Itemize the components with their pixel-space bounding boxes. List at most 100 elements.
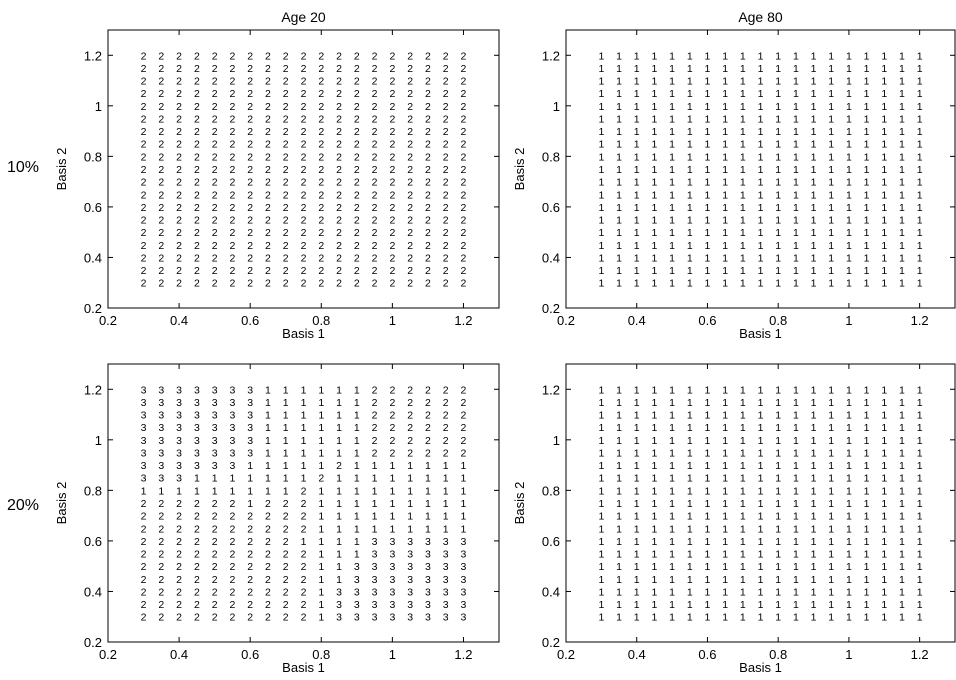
cluster-label: 2 bbox=[194, 50, 200, 62]
cluster-label: 2 bbox=[336, 265, 342, 277]
cluster-label: 1 bbox=[283, 473, 289, 485]
cluster-label: 1 bbox=[407, 523, 413, 535]
x-axis-label: Basis 1 bbox=[282, 660, 325, 675]
y-tick-label: 0.8 bbox=[84, 149, 102, 164]
y-tick-label: 1.2 bbox=[84, 48, 102, 63]
cluster-label: 1 bbox=[651, 422, 657, 434]
cluster-label: 1 bbox=[793, 265, 799, 277]
cluster-label: 1 bbox=[846, 215, 852, 227]
cluster-label: 1 bbox=[687, 265, 693, 277]
cluster-label: 1 bbox=[669, 164, 675, 176]
cluster-label: 1 bbox=[899, 177, 905, 189]
cluster-label: 2 bbox=[265, 549, 271, 561]
cluster-label: 1 bbox=[705, 240, 711, 252]
cluster-label: 1 bbox=[722, 113, 728, 125]
cluster-label: 1 bbox=[758, 50, 764, 62]
cluster-label: 1 bbox=[775, 126, 781, 138]
cluster-label: 2 bbox=[354, 227, 360, 239]
cluster-label: 1 bbox=[669, 202, 675, 214]
cluster-label: 2 bbox=[194, 177, 200, 189]
cluster-label: 1 bbox=[775, 599, 781, 611]
x-axis-label: Basis 1 bbox=[739, 326, 782, 341]
cluster-label: 1 bbox=[793, 126, 799, 138]
cluster-label: 1 bbox=[899, 561, 905, 573]
cluster-label: 1 bbox=[917, 523, 923, 535]
cluster-label: 2 bbox=[212, 227, 218, 239]
cluster-label: 1 bbox=[917, 265, 923, 277]
cluster-label: 1 bbox=[634, 523, 640, 535]
cluster-label: 3 bbox=[247, 397, 253, 409]
cluster-label: 1 bbox=[722, 101, 728, 113]
cluster-label: 2 bbox=[372, 189, 378, 201]
cluster-label: 3 bbox=[407, 536, 413, 548]
cluster-label: 2 bbox=[461, 422, 467, 434]
cluster-label: 2 bbox=[318, 63, 324, 75]
cluster-label: 2 bbox=[265, 574, 271, 586]
cluster-label: 3 bbox=[443, 612, 449, 624]
cluster-label: 2 bbox=[283, 88, 289, 100]
cluster-label: 1 bbox=[443, 511, 449, 523]
cluster-label: 2 bbox=[407, 435, 413, 447]
cluster-label: 2 bbox=[229, 574, 235, 586]
cluster-label: 1 bbox=[651, 561, 657, 573]
cluster-label: 2 bbox=[265, 511, 271, 523]
cluster-label: 2 bbox=[141, 151, 147, 163]
cluster-label: 2 bbox=[443, 384, 449, 396]
cluster-label: 3 bbox=[212, 422, 218, 434]
cluster-label: 1 bbox=[828, 202, 834, 214]
cluster-label: 1 bbox=[669, 240, 675, 252]
cluster-label: 1 bbox=[793, 278, 799, 290]
cluster-label: 1 bbox=[705, 164, 711, 176]
cluster-label: 2 bbox=[212, 523, 218, 535]
cluster-label: 2 bbox=[247, 574, 253, 586]
x-tick-label: 1.2 bbox=[454, 647, 472, 662]
cluster-label: 1 bbox=[917, 227, 923, 239]
cluster-label: 2 bbox=[389, 50, 395, 62]
cluster-label: 2 bbox=[158, 586, 164, 598]
cluster-label: 1 bbox=[461, 485, 467, 497]
cluster-label: 1 bbox=[598, 252, 604, 264]
cluster-label: 2 bbox=[389, 177, 395, 189]
cluster-label: 2 bbox=[247, 252, 253, 264]
cluster-label: 2 bbox=[229, 278, 235, 290]
cluster-label: 1 bbox=[828, 397, 834, 409]
cluster-label: 2 bbox=[141, 177, 147, 189]
cluster-label: 1 bbox=[811, 612, 817, 624]
cluster-label: 1 bbox=[336, 536, 342, 548]
cluster-label: 1 bbox=[864, 435, 870, 447]
cluster-label: 1 bbox=[793, 485, 799, 497]
cluster-label: 2 bbox=[141, 189, 147, 201]
x-tick-label: 1.2 bbox=[911, 313, 929, 328]
cluster-label: 1 bbox=[793, 410, 799, 422]
cluster-label: 2 bbox=[425, 384, 431, 396]
cluster-label: 1 bbox=[864, 460, 870, 472]
x-tick-label: 1.2 bbox=[454, 313, 472, 328]
cluster-label: 1 bbox=[899, 278, 905, 290]
cluster-label: 2 bbox=[389, 227, 395, 239]
cluster-label: 2 bbox=[407, 88, 413, 100]
cluster-label: 1 bbox=[740, 177, 746, 189]
cluster-label: 3 bbox=[443, 561, 449, 573]
cluster-label: 1 bbox=[354, 435, 360, 447]
cluster-label: 2 bbox=[158, 113, 164, 125]
cluster-label: 1 bbox=[775, 101, 781, 113]
cluster-label: 2 bbox=[229, 227, 235, 239]
cluster-label: 1 bbox=[443, 473, 449, 485]
cluster-label: 1 bbox=[846, 574, 852, 586]
cluster-label: 3 bbox=[247, 422, 253, 434]
cluster-label: 2 bbox=[336, 151, 342, 163]
cluster-label: 1 bbox=[669, 523, 675, 535]
cluster-label: 1 bbox=[634, 612, 640, 624]
cluster-label: 1 bbox=[793, 164, 799, 176]
cluster-label: 2 bbox=[425, 88, 431, 100]
cluster-label: 1 bbox=[864, 586, 870, 598]
cluster-label: 1 bbox=[176, 485, 182, 497]
y-tick-label: 0.8 bbox=[542, 149, 560, 164]
cluster-label: 1 bbox=[616, 76, 622, 88]
cluster-label: 1 bbox=[828, 549, 834, 561]
cluster-label: 1 bbox=[899, 88, 905, 100]
cluster-label: 1 bbox=[740, 586, 746, 598]
cluster-label: 2 bbox=[336, 88, 342, 100]
cluster-label: 1 bbox=[864, 612, 870, 624]
